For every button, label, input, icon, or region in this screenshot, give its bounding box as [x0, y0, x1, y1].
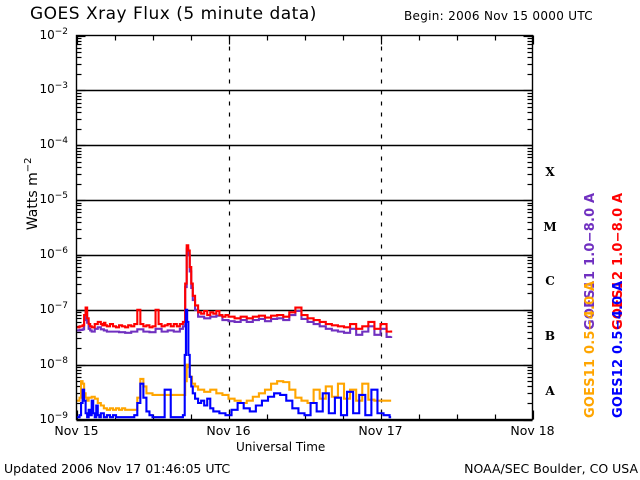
page-title: GOES Xray Flux (5 minute data): [30, 4, 317, 24]
legend-goes12-short: GOES12 0.5−4.0 A: [611, 280, 626, 418]
x-tick-label: Nov 17: [358, 423, 403, 438]
y-tick-label: 10−3: [39, 81, 68, 97]
gridlines: [76, 89, 533, 422]
agency-label: NOAA/SEC Boulder, CO USA: [464, 461, 638, 476]
y-tick-label: 10−4: [39, 136, 68, 152]
data-traces: [76, 244, 393, 419]
y-tick-label: 10−2: [39, 26, 68, 42]
begin-time-label: Begin: 2006 Nov 15 0000 UTC: [404, 9, 593, 23]
y-tick-label: 10−6: [39, 245, 68, 261]
y-tick-label: 10−9: [39, 410, 68, 426]
flare-class-c: C: [545, 274, 555, 289]
flare-class-a: A: [545, 384, 555, 399]
flare-class-b: B: [544, 329, 556, 344]
flare-class-m: M: [543, 219, 557, 234]
y-tick-label: 10−5: [39, 191, 68, 207]
x-tick-label: Nov 18: [510, 423, 555, 438]
y-tick-label: 10−7: [39, 300, 68, 316]
flare-class-x: X: [545, 164, 555, 179]
axis-ticks: [76, 35, 535, 422]
updated-timestamp: Updated 2006 Nov 17 01:46:05 UTC: [4, 461, 231, 476]
y-tick-label: 10−8: [39, 355, 68, 371]
x-tick-label: Nov 15: [54, 423, 99, 438]
day-divider-lines: [228, 35, 383, 420]
x-axis-title: Universal Time: [236, 440, 326, 454]
legend-goes11-short: GOES11 0.5−4.0 A: [583, 280, 598, 418]
plot-frame: [75, 34, 534, 421]
x-tick-label: Nov 16: [206, 423, 251, 438]
